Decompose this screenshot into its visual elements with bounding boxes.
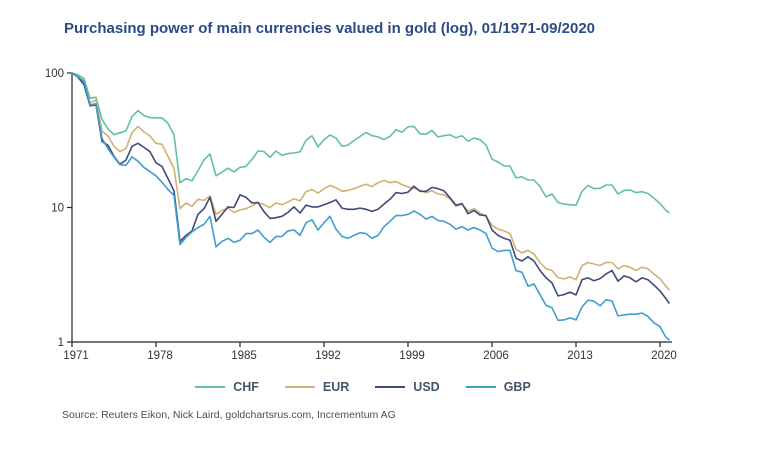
x-tick-label: 1985 <box>231 350 257 362</box>
x-tick-label: 1992 <box>315 350 341 362</box>
legend-swatch-gbp <box>465 386 496 388</box>
legend-label-eur: EUR <box>322 380 350 394</box>
legend-label-chf: CHF <box>233 380 259 394</box>
y-tick-label: 100 <box>45 68 64 80</box>
chart-title: Purchasing power of main currencies valu… <box>64 20 596 37</box>
legend-item-eur: EUR <box>284 380 350 394</box>
source-note: Source: Reuters Eikon, Nick Laird, goldc… <box>62 409 396 421</box>
x-tick-label: 2020 <box>651 350 677 362</box>
legend-swatch-eur <box>284 386 315 388</box>
series-line-gbp <box>71 72 670 341</box>
series-line-chf <box>71 72 670 214</box>
x-tick-label: 2006 <box>483 350 509 362</box>
x-tick-label: 1978 <box>147 350 173 362</box>
legend-swatch-chf <box>195 386 226 388</box>
series-line-usd <box>71 72 670 304</box>
x-tick-label: 2013 <box>567 350 593 362</box>
legend-item-chf: CHF <box>195 380 259 394</box>
y-tick-label: 1 <box>58 337 64 349</box>
x-tick-label: 1999 <box>399 350 425 362</box>
legend-item-usd: USD <box>375 380 440 394</box>
x-tick-label: 1971 <box>63 350 89 362</box>
legend-label-usd: USD <box>413 380 440 394</box>
legend-swatch-usd <box>375 386 406 388</box>
y-tick-label: 10 <box>51 203 64 215</box>
legend: CHF EUR USD GBP <box>0 380 764 394</box>
legend-item-gbp: GBP <box>465 380 531 394</box>
legend-label-gbp: GBP <box>503 380 531 394</box>
series-line-eur <box>71 72 670 291</box>
